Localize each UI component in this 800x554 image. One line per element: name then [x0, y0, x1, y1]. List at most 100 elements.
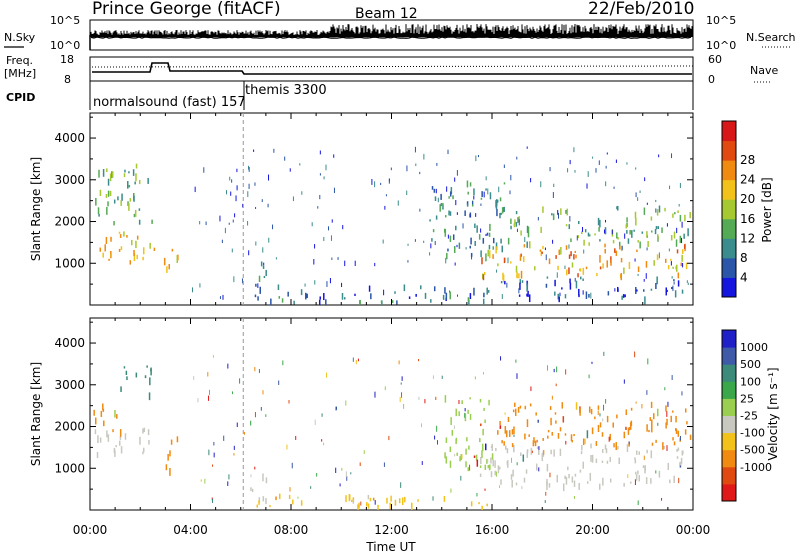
velocity-cell: [542, 438, 544, 441]
power-cell: [476, 225, 478, 233]
power-cell: [488, 244, 491, 250]
power-cell: [268, 174, 270, 181]
velocity-cell: [269, 505, 271, 508]
power-cell: [650, 288, 653, 291]
power-cell: [646, 202, 648, 205]
power-cell: [545, 254, 547, 261]
power-cell: [527, 226, 530, 233]
power-cell: [594, 233, 596, 236]
power-cell: [442, 294, 445, 300]
station-title: Prince George (fitACF): [92, 0, 281, 19]
power-cell: [657, 234, 659, 241]
power-cell: [628, 261, 631, 270]
power-cell: [128, 171, 130, 174]
velocity-cell: [634, 351, 636, 358]
power-cell: [500, 281, 503, 284]
velocity-cell: [579, 469, 582, 473]
velocity-cell: [482, 372, 484, 375]
power-cell: [485, 253, 487, 262]
velocity-cell: [398, 360, 400, 365]
power-cell: [454, 262, 456, 266]
velocity-cell: [679, 435, 681, 441]
power-cell: [453, 246, 456, 253]
velocity-cell: [665, 422, 667, 429]
power-ylabel: Slant Range [km]: [29, 157, 43, 261]
velocity-cell: [604, 444, 607, 450]
power-cell: [564, 294, 567, 299]
colorbar-cell: [722, 483, 736, 502]
power-cell: [259, 286, 261, 294]
power-cell: [510, 174, 512, 181]
velocity-cell: [603, 404, 605, 411]
velocity-cell: [535, 412, 537, 416]
power-cell: [499, 197, 502, 202]
power-cell: [432, 229, 435, 233]
velocity-cell: [475, 454, 478, 461]
power-cell: [273, 148, 275, 153]
colorbar-tick-label: 12: [740, 231, 755, 245]
power-cell: [248, 183, 250, 189]
power-cell: [658, 154, 660, 158]
velocity-cell: [613, 443, 615, 448]
power-cell: [225, 190, 227, 195]
velocity-cell: [96, 451, 99, 459]
colorbar-cell: [722, 364, 736, 382]
velocity-cell: [148, 392, 151, 401]
velocity-cell: [664, 387, 666, 391]
power-cell: [191, 287, 193, 293]
velocity-cell: [233, 445, 235, 450]
power-cell: [643, 289, 645, 292]
power-cell: [277, 284, 280, 290]
power-cell: [319, 296, 321, 300]
velocity-cell: [571, 440, 574, 443]
velocity-cell: [537, 449, 540, 455]
power-cell: [287, 291, 289, 297]
power-cell: [480, 228, 482, 233]
velocity-cell: [465, 461, 467, 468]
power-cell: [108, 258, 110, 261]
velocity-cell: [478, 502, 480, 505]
velocity-cell: [512, 469, 514, 477]
power-cell: [323, 176, 325, 180]
velocity-cell: [445, 437, 448, 443]
power-cell: [142, 256, 144, 261]
power-cell: [248, 166, 250, 172]
power-cell: [599, 239, 601, 242]
x-tick-label: 16:00: [475, 523, 510, 537]
power-cell: [683, 233, 685, 239]
power-cell: [576, 235, 578, 241]
power-cell: [515, 221, 518, 227]
velocity-cell: [449, 446, 452, 453]
power-cell: [526, 241, 528, 248]
colorbar-cell: [722, 415, 736, 434]
velocity-cell: [586, 430, 589, 439]
velocity-cell: [398, 498, 401, 504]
velocity-cell: [638, 451, 640, 455]
velocity-cell: [555, 420, 557, 424]
power-cell: [522, 256, 525, 263]
power-cell: [518, 216, 520, 222]
nsearch-tick-low: 10^0: [706, 39, 736, 52]
velocity-cell: [523, 477, 526, 483]
velocity-cell: [260, 406, 262, 411]
velocity-cell: [374, 500, 376, 505]
velocity-cell: [323, 442, 325, 446]
velocity-cell: [435, 396, 437, 400]
velocity-cell: [251, 488, 254, 493]
nave-label: Nave: [750, 64, 778, 77]
power-cell: [107, 201, 109, 207]
nsky-label: N.Sky: [4, 31, 36, 44]
power-cell: [472, 200, 474, 205]
power-cell: [407, 260, 409, 263]
power-cell: [617, 205, 619, 211]
power-cell: [683, 244, 686, 249]
colorbar-cell: [722, 398, 736, 416]
velocity-cell: [512, 409, 515, 413]
power-cell: [486, 287, 488, 295]
power-cell: [620, 273, 623, 281]
velocity-cell: [616, 414, 618, 419]
power-cell: [622, 294, 625, 298]
x-tick-label: 08:00: [274, 523, 309, 537]
x-tick-label: 12:00: [374, 523, 409, 537]
colorbar-tick-label: 1000: [740, 341, 768, 354]
